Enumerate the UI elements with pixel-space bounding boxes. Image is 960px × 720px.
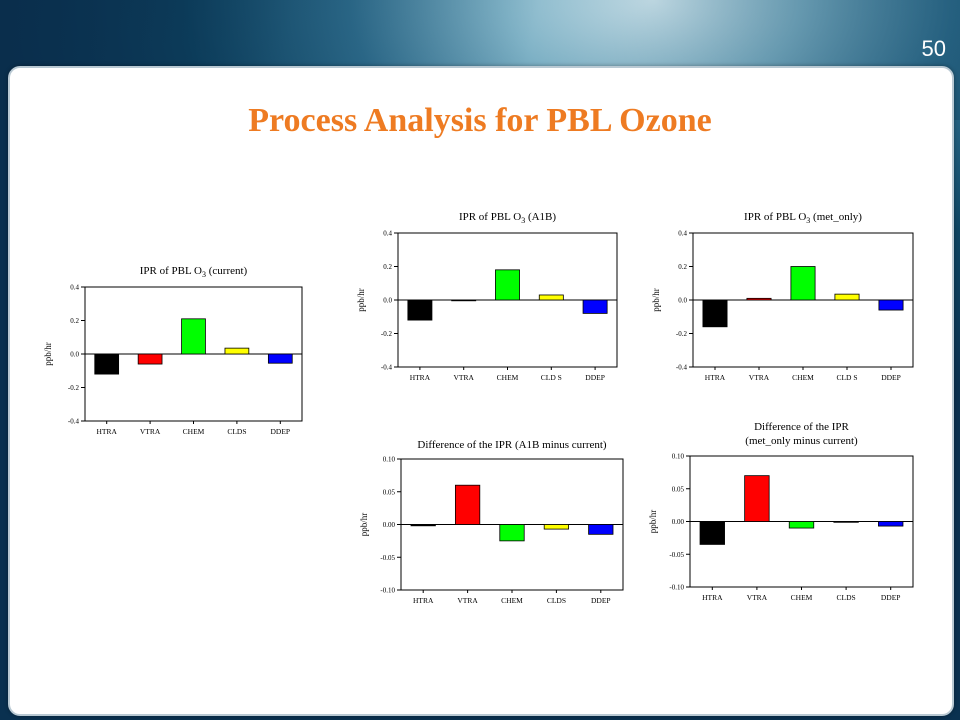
bar-vtra	[744, 475, 770, 522]
x-tick-label: DDEP	[881, 373, 901, 382]
x-tick-label: VTRA	[457, 596, 478, 605]
x-tick-label: VTRA	[747, 593, 768, 602]
bar-chem	[788, 521, 815, 529]
slide-number: 50	[921, 36, 946, 61]
y-tick-label: 0.2	[383, 263, 392, 271]
x-tick-label: DDEP	[585, 373, 605, 382]
chart-title: Difference of the IPR (A1B minus current…	[417, 439, 607, 451]
chart-diff_met: 0.10 0.05 0.00 -0.05 -0.10 HTRA VTRA CHEM CLDS DD…	[648, 421, 914, 602]
y-tick-label: 0.4	[383, 230, 392, 238]
bar-clds	[834, 293, 860, 301]
x-tick-label: HTRA	[96, 427, 117, 436]
y-tick-label: -0.10	[669, 584, 684, 592]
chart-title: Difference of the IPR	[754, 421, 849, 433]
x-tick-label: DDEP	[591, 596, 611, 605]
bar-chem	[181, 318, 206, 355]
y-tick-label: 0.4	[70, 284, 79, 292]
chart-title: IPR of PBL O3 (current)	[140, 265, 248, 279]
y-axis-label: ppb/hr	[356, 288, 366, 312]
x-tick-label: HTRA	[410, 373, 431, 382]
y-tick-label: 0.05	[672, 485, 685, 493]
y-tick-label: 0.10	[383, 456, 396, 464]
x-tick-label: DDEP	[271, 427, 291, 436]
x-tick-label: CLDS	[837, 593, 856, 602]
y-tick-label: -0.2	[676, 330, 688, 338]
x-tick-label: CLD S	[836, 373, 857, 382]
bar-vtra	[746, 297, 772, 301]
y-tick-label: 0.00	[383, 521, 396, 529]
x-tick-label: CHEM	[791, 593, 813, 602]
x-tick-label: CLDS	[547, 596, 566, 605]
x-tick-label: HTRA	[413, 596, 434, 605]
bar-chem	[790, 266, 816, 301]
chart-met_only: 0.4 0.2 0.0 -0.2 -0.4 HTRA VTRA CHEM CLD S DDEP pp…	[651, 211, 914, 382]
chart-title: IPR of PBL O3 (A1B)	[459, 211, 556, 225]
x-tick-label: HTRA	[705, 373, 726, 382]
bar-vtra	[451, 299, 477, 302]
y-tick-label: 0.2	[70, 317, 79, 325]
bar-vtra	[137, 353, 163, 365]
bar-vtra	[454, 484, 481, 525]
x-tick-label: HTRA	[702, 593, 723, 602]
x-tick-label: VTRA	[140, 427, 161, 436]
chart-title: IPR of PBL O3 (met_only)	[744, 211, 862, 225]
y-tick-label: 0.0	[678, 297, 687, 305]
bar-htra	[407, 299, 433, 321]
bar-ddep	[878, 299, 904, 311]
chart-diff_a1b: 0.10 0.05 0.00 -0.05 -0.10 HTRA VTRA CHEM CLDS DD…	[359, 439, 624, 605]
y-tick-label: 0.0	[70, 351, 79, 359]
y-tick-label: -0.05	[669, 551, 684, 559]
bar-chem	[495, 269, 520, 301]
bar-clds	[224, 347, 250, 355]
y-tick-label: -0.4	[68, 418, 80, 426]
bar-htra	[699, 521, 725, 545]
y-tick-label: -0.05	[380, 554, 395, 562]
y-tick-label: 0.4	[678, 230, 687, 238]
bar-clds	[543, 524, 570, 530]
y-axis-label: ppb/hr	[648, 510, 658, 534]
bar-clds	[833, 521, 859, 523]
bar-htra	[94, 353, 120, 375]
x-tick-label: CHEM	[183, 427, 205, 436]
y-tick-label: 0.2	[678, 263, 687, 271]
x-tick-label: CLDS	[227, 427, 246, 436]
y-axis-label: ppb/hr	[43, 342, 53, 366]
bar-ddep	[878, 521, 904, 527]
x-tick-label: VTRA	[453, 373, 474, 382]
chart-current: 0.4 0.2 0.0 -0.2 -0.4 HTRA VTRA CHEM CLDS DDEP ppb…	[43, 265, 303, 436]
x-tick-label: VTRA	[749, 373, 770, 382]
bar-ddep	[582, 299, 608, 314]
slide-title: Process Analysis for PBL Ozone	[248, 102, 712, 139]
chart-title-line2: (met_only minus current)	[745, 435, 858, 447]
bar-chem	[499, 524, 525, 542]
bar-ddep	[267, 353, 293, 364]
y-tick-label: 0.0	[383, 297, 392, 305]
y-axis-label: ppb/hr	[359, 513, 369, 537]
y-tick-label: -0.2	[68, 384, 80, 392]
y-tick-label: 0.00	[672, 518, 685, 526]
y-axis-label: ppb/hr	[651, 288, 661, 312]
x-tick-label: CLD S	[541, 373, 562, 382]
y-tick-label: 0.10	[672, 453, 685, 461]
y-tick-label: -0.4	[676, 364, 688, 372]
y-tick-label: -0.10	[380, 587, 395, 595]
bar-htra	[410, 524, 436, 527]
x-tick-label: CHEM	[792, 373, 814, 382]
x-tick-label: CHEM	[497, 373, 519, 382]
chart-a1b: 0.4 0.2 0.0 -0.2 -0.4 HTRA VTRA CHEM CLD S DDEP pp…	[356, 211, 618, 382]
bar-htra	[702, 299, 728, 328]
y-tick-label: 0.05	[383, 488, 396, 496]
bar-ddep	[588, 524, 614, 535]
bar-clds	[538, 294, 564, 301]
y-tick-label: -0.2	[381, 330, 393, 338]
x-tick-label: CHEM	[501, 596, 523, 605]
y-tick-label: -0.4	[381, 364, 393, 372]
x-tick-label: DDEP	[881, 593, 901, 602]
